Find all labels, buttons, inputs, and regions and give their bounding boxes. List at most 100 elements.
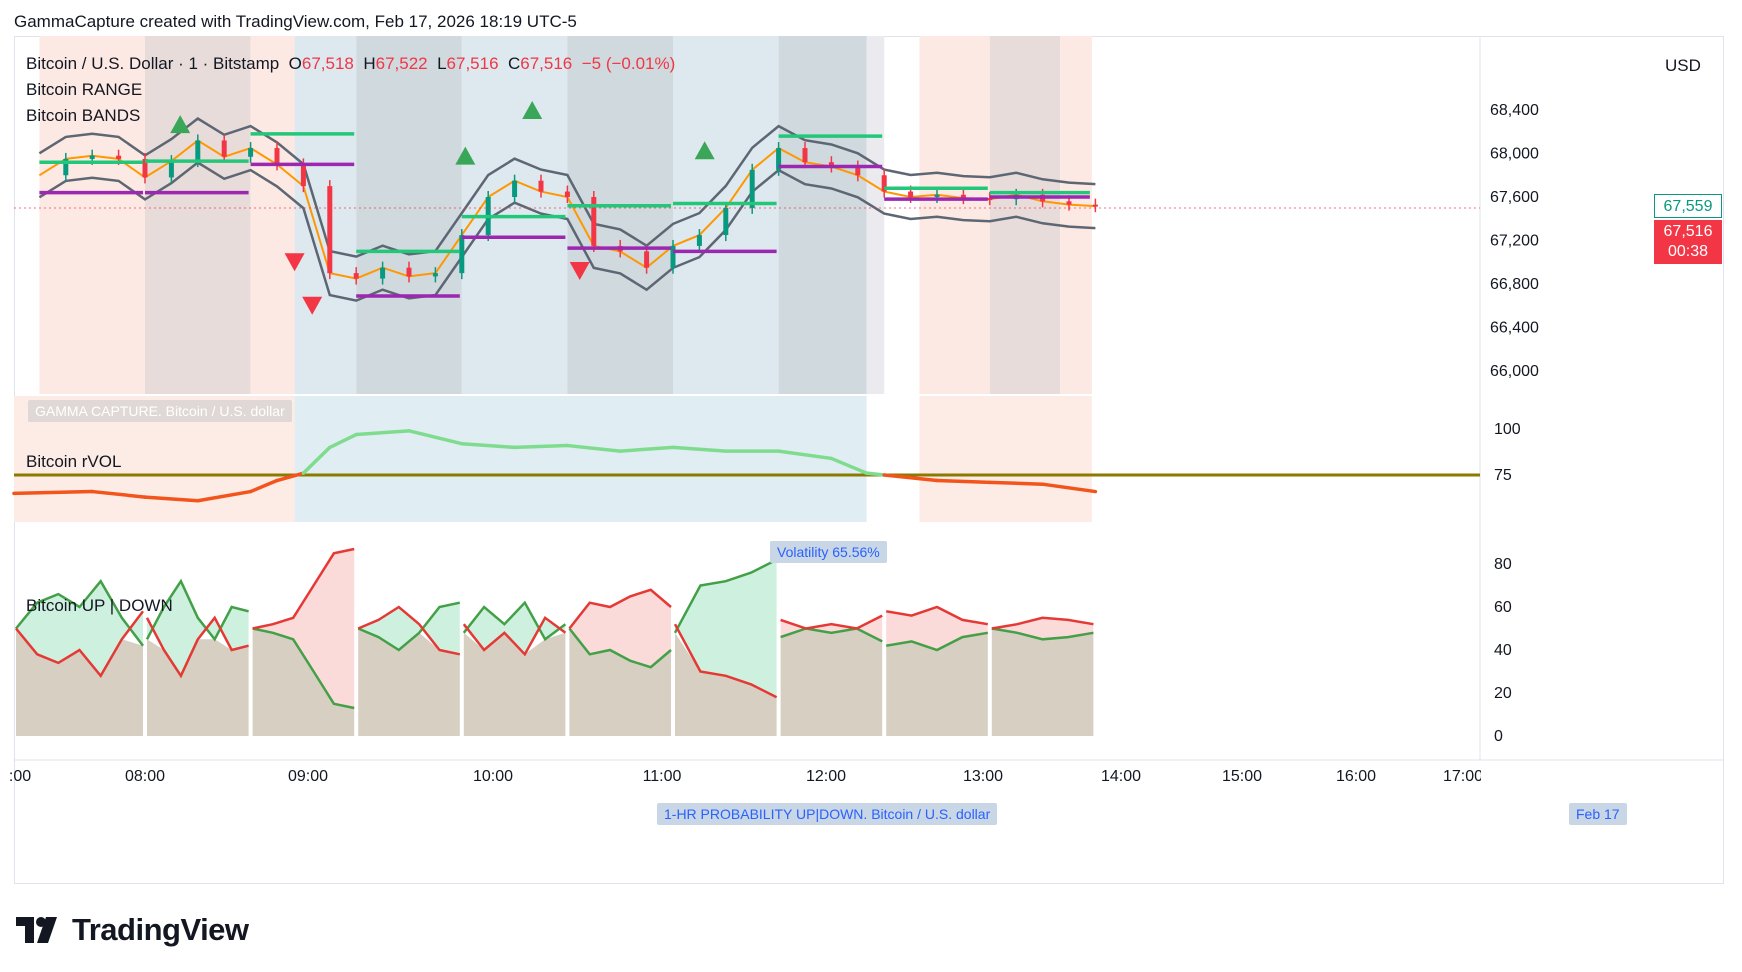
- volatility-label: Volatility 65.56%: [770, 541, 887, 563]
- prob-pane-title[interactable]: Bitcoin UP | DOWN: [26, 596, 173, 615]
- price-tick-label: 66,000: [1490, 363, 1539, 380]
- change-value: −5 (−0.01%): [581, 54, 676, 73]
- time-axis-label: :00: [9, 768, 31, 785]
- session-shade: [294, 36, 357, 394]
- upper-band-line: [38, 116, 1096, 258]
- rvol-segment: [90, 489, 147, 499]
- prob-down-line: [252, 547, 355, 630]
- session-shade: [145, 36, 251, 394]
- time-axis-label: 08:00: [125, 768, 165, 785]
- candle-body: [168, 161, 174, 178]
- sell-signal-triangle: [302, 296, 323, 315]
- rvol-segment: [864, 471, 886, 477]
- candle-body: [802, 148, 808, 163]
- session-shade: [250, 36, 295, 394]
- candle-body: [1092, 204, 1098, 207]
- rvol-segment: [988, 480, 1045, 486]
- prob-base-area: [252, 628, 355, 736]
- candle-body: [828, 162, 834, 167]
- tradingview-icon: [16, 917, 57, 943]
- rvol-tick-label: 100: [1494, 421, 1521, 438]
- price-tick-label: 67,600: [1490, 189, 1539, 206]
- time-axis-label: 16:00: [1336, 768, 1376, 785]
- high-value: 67,522: [375, 54, 428, 73]
- symbol-legend[interactable]: Bitcoin / U.S. Dollar · 1 · Bitstamp O67…: [26, 54, 675, 74]
- buy-signal-triangle: [455, 146, 476, 165]
- prob-tick-label: 40: [1494, 642, 1512, 659]
- prob-down-line: [991, 616, 1094, 630]
- open-value: 67,518: [301, 54, 354, 73]
- prob-base-area: [147, 639, 249, 736]
- candle-body: [512, 180, 518, 197]
- prob-up-line: [357, 601, 461, 652]
- tradingview-logo[interactable]: TradingView: [16, 912, 249, 948]
- close-label: C: [507, 54, 521, 73]
- rvol-segment: [935, 478, 992, 485]
- prob-down-line: [462, 615, 567, 657]
- buy-signal-triangle: [694, 141, 715, 160]
- candle-body: [248, 148, 254, 157]
- time-axis-label: 14:00: [1101, 768, 1141, 785]
- currency-button[interactable]: USD: [1665, 56, 1701, 75]
- rvol-segment: [671, 445, 728, 453]
- rvol-high-shade: [294, 396, 867, 522]
- candle-body: [670, 245, 676, 268]
- candle-body: [1066, 201, 1072, 205]
- candle-body: [300, 164, 306, 187]
- prob-spread-area: [569, 589, 671, 668]
- prob-base-area: [886, 632, 988, 736]
- prob-spread-area: [252, 549, 355, 708]
- time-axis-label: 15:00: [1222, 768, 1262, 785]
- prob-spread-area: [358, 602, 460, 655]
- candle-body: [987, 198, 993, 201]
- session-shade: [1060, 36, 1092, 394]
- time-axis-label: 10:00: [473, 768, 513, 785]
- prob-spread-area: [675, 559, 777, 698]
- prob-up-line: [885, 631, 989, 652]
- lower-band-line: [38, 160, 1096, 302]
- prob-down-line: [780, 614, 883, 630]
- prob-up-line: [15, 579, 144, 647]
- candle-body: [63, 158, 69, 176]
- price-tick-label: 67,200: [1490, 233, 1539, 250]
- prob-base-area: [780, 628, 883, 736]
- date-label: Feb 17: [1569, 803, 1627, 825]
- rvol-segment: [248, 478, 279, 494]
- prob-up-line: [568, 627, 672, 669]
- session-shade: [866, 36, 885, 394]
- rvol-segment: [301, 445, 332, 475]
- rvol-segment: [143, 495, 200, 503]
- prob-pane-watermark: 1-HR PROBABILITY UP|DOWN. Bitcoin / U.S.…: [657, 803, 998, 825]
- prob-up-line: [991, 627, 1094, 641]
- candle-body: [353, 273, 359, 279]
- rvol-segment: [882, 473, 939, 483]
- prob-base-area: [675, 632, 777, 736]
- indicator-range-label[interactable]: Bitcoin RANGE: [26, 80, 143, 99]
- prob-up-line: [252, 627, 355, 710]
- prob-down-line: [145, 615, 249, 679]
- candle-body: [142, 158, 148, 178]
- rvol-segment: [275, 471, 306, 483]
- prob-tick-label: 60: [1494, 599, 1512, 616]
- session-shade: [778, 36, 867, 394]
- prob-spread-area: [147, 581, 249, 676]
- candle-body: [960, 194, 966, 199]
- rvol-pane-title[interactable]: Bitcoin rVOL: [26, 452, 122, 471]
- price-tick-label: 66,800: [1490, 276, 1539, 293]
- session-shade: [989, 36, 1061, 394]
- candle-body: [406, 267, 412, 277]
- candle-body: [274, 148, 280, 165]
- candle-body: [723, 207, 729, 236]
- prob-tick-label: 80: [1494, 556, 1512, 573]
- high-label: H: [363, 54, 376, 73]
- rvol-segment: [618, 445, 675, 453]
- candle-body: [644, 251, 650, 268]
- candle-body: [776, 148, 782, 170]
- prob-base-area: [16, 628, 143, 736]
- indicator-bands-label[interactable]: Bitcoin BANDS: [26, 106, 141, 125]
- candle-body: [432, 273, 438, 277]
- price-tick-label: 68,000: [1490, 146, 1539, 163]
- prob-down-line: [673, 623, 778, 699]
- candle-body: [116, 155, 122, 159]
